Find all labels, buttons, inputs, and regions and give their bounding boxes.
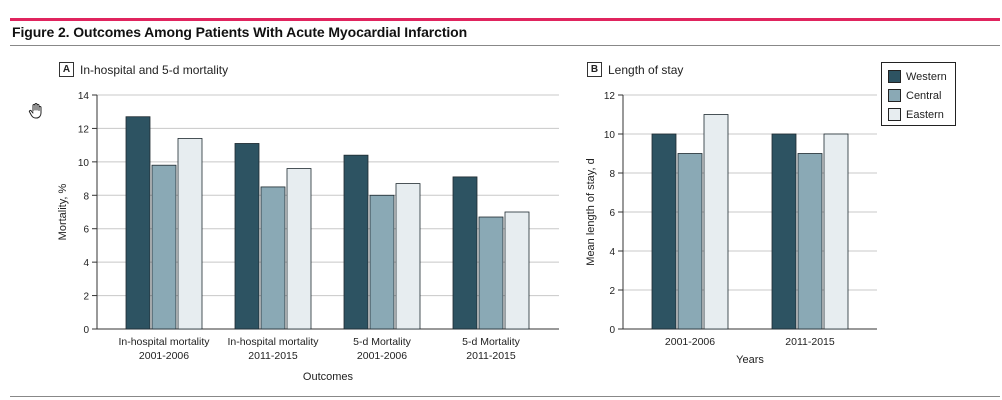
chart-a-y-axis-label: Mortality, % — [57, 183, 69, 240]
legend-item-central: Central — [888, 86, 949, 105]
chart-a-category-label: 2011-2015 — [466, 350, 516, 362]
chart-a-bar-western — [234, 143, 260, 330]
accent-rule — [10, 18, 1000, 21]
chart-a-bar-central — [369, 194, 395, 330]
panel-b-title: Length of stay — [608, 62, 684, 77]
chart-a-category-label: 2011-2015 — [248, 350, 298, 362]
chart-a-bar-central — [260, 186, 286, 330]
chart-b-category-label: 2011-2015 — [785, 336, 835, 348]
chart-b-bar-central — [677, 153, 703, 330]
chart-b-ytick-label: 6 — [609, 208, 615, 219]
chart-a-category-label: 5-d Mortality — [462, 336, 521, 348]
chart-a-ytick-label: 0 — [83, 325, 89, 336]
chart-a-bar-western — [343, 154, 369, 330]
chart-a-ytick-label: 12 — [78, 124, 90, 135]
legend-label-western: Western — [906, 70, 947, 83]
panel-b-label: B Length of stay — [587, 62, 683, 77]
chart-b-x-axis-label: Years — [736, 354, 764, 366]
chart-a-bar-eastern — [177, 138, 203, 330]
chart-b-bar-eastern — [703, 114, 729, 330]
hand-pointer-icon — [28, 103, 42, 119]
legend: Western Central Eastern — [881, 62, 956, 126]
chart-b-ytick-label: 8 — [609, 169, 615, 180]
bottom-divider — [10, 396, 1000, 397]
chart-a-ytick-label: 14 — [78, 91, 90, 102]
legend-swatch-eastern — [888, 108, 901, 121]
chart-b-bar-western — [651, 133, 677, 330]
chart-b-y-axis-label: Mean length of stay, d — [585, 158, 597, 265]
chart-b-bar-eastern — [823, 133, 849, 330]
chart-a-bar-eastern — [395, 183, 421, 330]
chart-b-ytick-label: 12 — [604, 91, 616, 102]
title-divider — [10, 45, 1000, 46]
chart-a-x-axis-label: Outcomes — [303, 371, 354, 383]
chart-a-bar-western — [125, 116, 151, 330]
chart-a-ytick-label: 2 — [83, 292, 89, 303]
chart-b-ytick-label: 0 — [609, 325, 615, 336]
chart-a-bar-central — [478, 216, 504, 330]
legend-item-eastern: Eastern — [888, 105, 949, 124]
legend-label-central: Central — [906, 89, 942, 102]
legend-swatch-central — [888, 89, 901, 102]
panel-a-letter: A — [59, 62, 74, 77]
legend-swatch-western — [888, 70, 901, 83]
chart-a-ytick-label: 10 — [78, 158, 90, 169]
chart-a-bar-eastern — [286, 168, 312, 330]
chart-a-ytick-label: 6 — [83, 225, 89, 236]
chart-a-ytick-label: 8 — [83, 191, 89, 202]
chart-a-category-label: 2001-2006 — [139, 350, 189, 362]
chart-b-bar-western — [771, 133, 797, 330]
chart-a-bar-central — [151, 164, 177, 330]
chart-a-category-label: In-hospital mortality — [118, 336, 210, 348]
chart-a-category-label: 5-d Mortality — [353, 336, 412, 348]
chart-a-bar-western — [452, 176, 478, 330]
legend-item-western: Western — [888, 67, 949, 86]
chart-a-ytick-label: 4 — [83, 258, 89, 269]
chart-b-bar-central — [797, 153, 823, 330]
chart-a-category-label: 2001-2006 — [357, 350, 407, 362]
panel-a-label: A In-hospital and 5-d mortality — [59, 62, 228, 77]
panel-b-letter: B — [587, 62, 602, 77]
panel-a-title: In-hospital and 5-d mortality — [80, 62, 229, 77]
chart-a-bar-eastern — [504, 211, 530, 330]
figure-title: Figure 2. Outcomes Among Patients With A… — [12, 24, 468, 40]
chart-b-ytick-label: 2 — [609, 286, 615, 297]
chart-b-ytick-label: 10 — [604, 130, 616, 141]
chart-b-category-label: 2001-2006 — [665, 336, 715, 348]
chart-b-ytick-label: 4 — [609, 247, 615, 258]
chart-a-category-label: In-hospital mortality — [227, 336, 319, 348]
legend-label-eastern: Eastern — [906, 108, 944, 121]
